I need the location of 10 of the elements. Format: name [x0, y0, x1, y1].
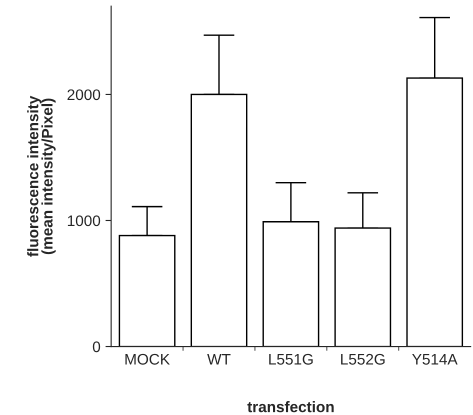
y-tick-label: 0: [92, 341, 100, 352]
y-tick-label: 2000: [68, 89, 100, 100]
y-axis-title: fluorescence intensity (mean intensity/Pixel): [27, 96, 56, 257]
x-tick-label: L552G: [341, 354, 385, 365]
x-tick-label: Y514A: [412, 354, 458, 365]
y-tick-label: 1000: [68, 215, 100, 226]
x-tick-label: WT: [207, 354, 231, 365]
x-tick-label: MOCK: [125, 354, 170, 365]
x-tick-label: L551G: [269, 354, 313, 365]
x-axis-title: transfection: [247, 401, 334, 412]
